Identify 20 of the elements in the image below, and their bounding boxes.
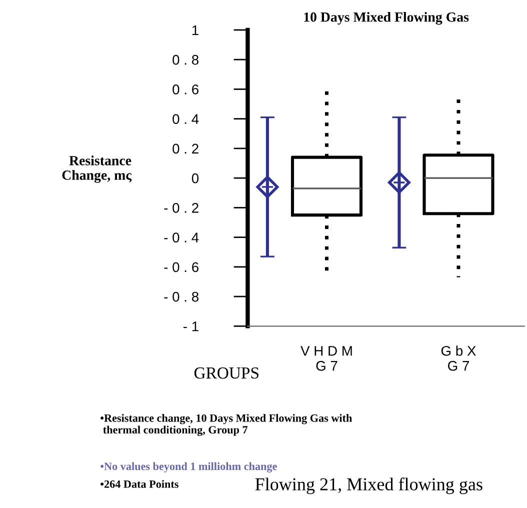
text: •No values beyond 1 milliohm change [100,462,277,472]
y-tick-label: - 0 . 2 [164,203,198,213]
y-tick-label: 0 . 8 [172,54,198,65]
y-tick-label: 0 . 4 [172,114,199,124]
x-tick-label: G b X G 7 [441,346,476,371]
x-axis-title: GROUPS [194,367,258,379]
y-tick-label: 1 [192,25,198,36]
y-tick-label: 0 . 6 [172,84,198,94]
y-tick-label: - 1 [183,322,198,332]
chart-title: 10 Days Mixed Flowing Gas [304,12,469,25]
y-tick-label: - 0 . 4 [164,232,199,242]
y-tick-label: 0 . 2 [172,144,198,154]
text: Flowing 21, Mixed flowing gas [255,478,482,494]
text: •264 Data Points [100,480,178,488]
y-tick-label: - 0 . 8 [164,292,198,302]
y-tick-label: 0 [192,173,199,184]
x-tick-label: V H D M G 7 [300,346,352,371]
text: •Resistance change, 10 Days Mixed Flowing Gas with thermal conditioning, Group 7 [100,414,352,436]
y-tick-label: - 0 . 6 [164,262,198,272]
y-axis-title: Resistance Change, mς [62,156,132,183]
